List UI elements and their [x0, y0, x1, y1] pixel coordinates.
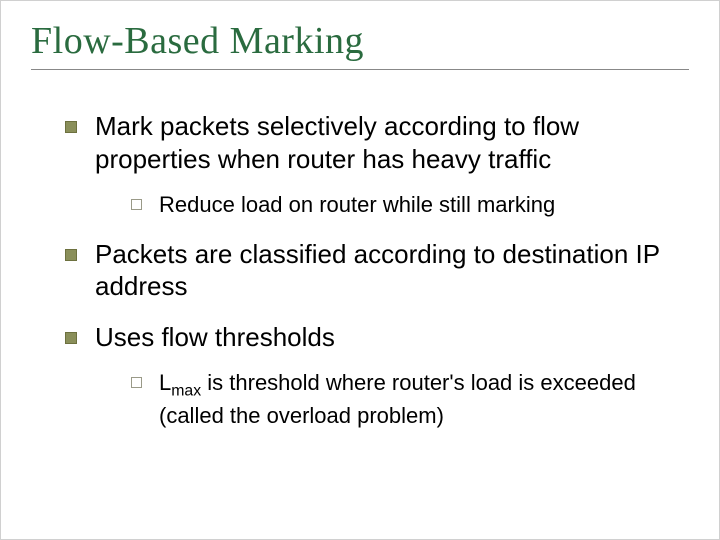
- bullet-list-level2: Lmax is threshold where router's load is…: [95, 369, 689, 431]
- bullet-item: Uses flow thresholds Lmax is threshold w…: [65, 321, 689, 431]
- slide-title: Flow-Based Marking: [31, 19, 689, 67]
- lmax-rest: is threshold where router's load is exce…: [159, 370, 636, 428]
- sub-bullet-item: Lmax is threshold where router's load is…: [131, 369, 689, 431]
- bullet-list-level2: Reduce load on router while still markin…: [95, 191, 689, 220]
- bullet-text: Mark packets selectively according to fl…: [95, 111, 579, 174]
- lmax-subscript: max: [171, 382, 201, 399]
- lmax-prefix: L: [159, 370, 171, 395]
- bullet-list-level1: Mark packets selectively according to fl…: [31, 110, 689, 431]
- sub-bullet-item: Reduce load on router while still markin…: [131, 191, 689, 220]
- bullet-item: Packets are classified according to dest…: [65, 238, 689, 303]
- sub-bullet-text: Reduce load on router while still markin…: [159, 192, 555, 217]
- title-rule: [31, 69, 689, 70]
- bullet-item: Mark packets selectively according to fl…: [65, 110, 689, 220]
- bullet-text: Packets are classified according to dest…: [95, 239, 660, 302]
- slide-content: Mark packets selectively according to fl…: [31, 110, 689, 431]
- bullet-text: Uses flow thresholds: [95, 322, 335, 352]
- slide-container: Flow-Based Marking Mark packets selectiv…: [0, 0, 720, 540]
